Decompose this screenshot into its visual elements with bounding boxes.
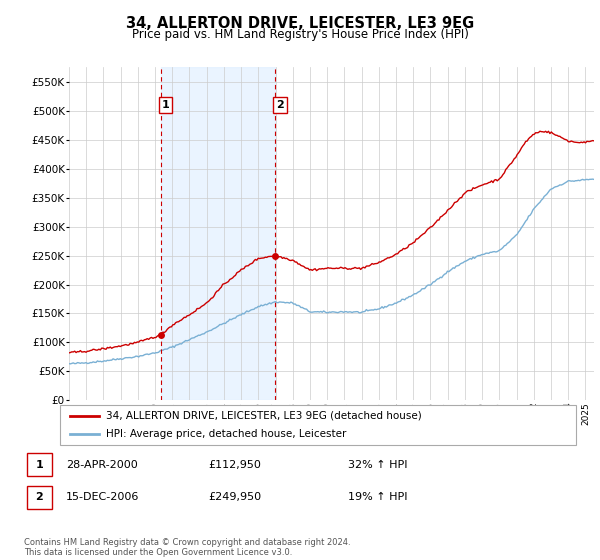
Text: Contains HM Land Registry data © Crown copyright and database right 2024.
This d: Contains HM Land Registry data © Crown c… — [24, 538, 350, 557]
FancyBboxPatch shape — [60, 405, 576, 445]
Text: 34, ALLERTON DRIVE, LEICESTER, LE3 9EG: 34, ALLERTON DRIVE, LEICESTER, LE3 9EG — [126, 16, 474, 31]
Bar — [161, 67, 275, 400]
Text: £249,950: £249,950 — [208, 492, 261, 502]
FancyBboxPatch shape — [27, 454, 52, 476]
Text: 2: 2 — [276, 100, 284, 110]
Text: 32% ↑ HPI: 32% ↑ HPI — [347, 460, 407, 470]
Text: 28-APR-2000: 28-APR-2000 — [66, 460, 137, 470]
Text: 19% ↑ HPI: 19% ↑ HPI — [347, 492, 407, 502]
FancyBboxPatch shape — [27, 486, 52, 508]
Text: £112,950: £112,950 — [208, 460, 261, 470]
Text: HPI: Average price, detached house, Leicester: HPI: Average price, detached house, Leic… — [106, 430, 347, 439]
Text: 1: 1 — [35, 460, 43, 470]
Text: 2: 2 — [35, 492, 43, 502]
Text: 15-DEC-2006: 15-DEC-2006 — [66, 492, 139, 502]
Text: 34, ALLERTON DRIVE, LEICESTER, LE3 9EG (detached house): 34, ALLERTON DRIVE, LEICESTER, LE3 9EG (… — [106, 411, 422, 421]
Text: 1: 1 — [162, 100, 170, 110]
Text: Price paid vs. HM Land Registry's House Price Index (HPI): Price paid vs. HM Land Registry's House … — [131, 28, 469, 41]
